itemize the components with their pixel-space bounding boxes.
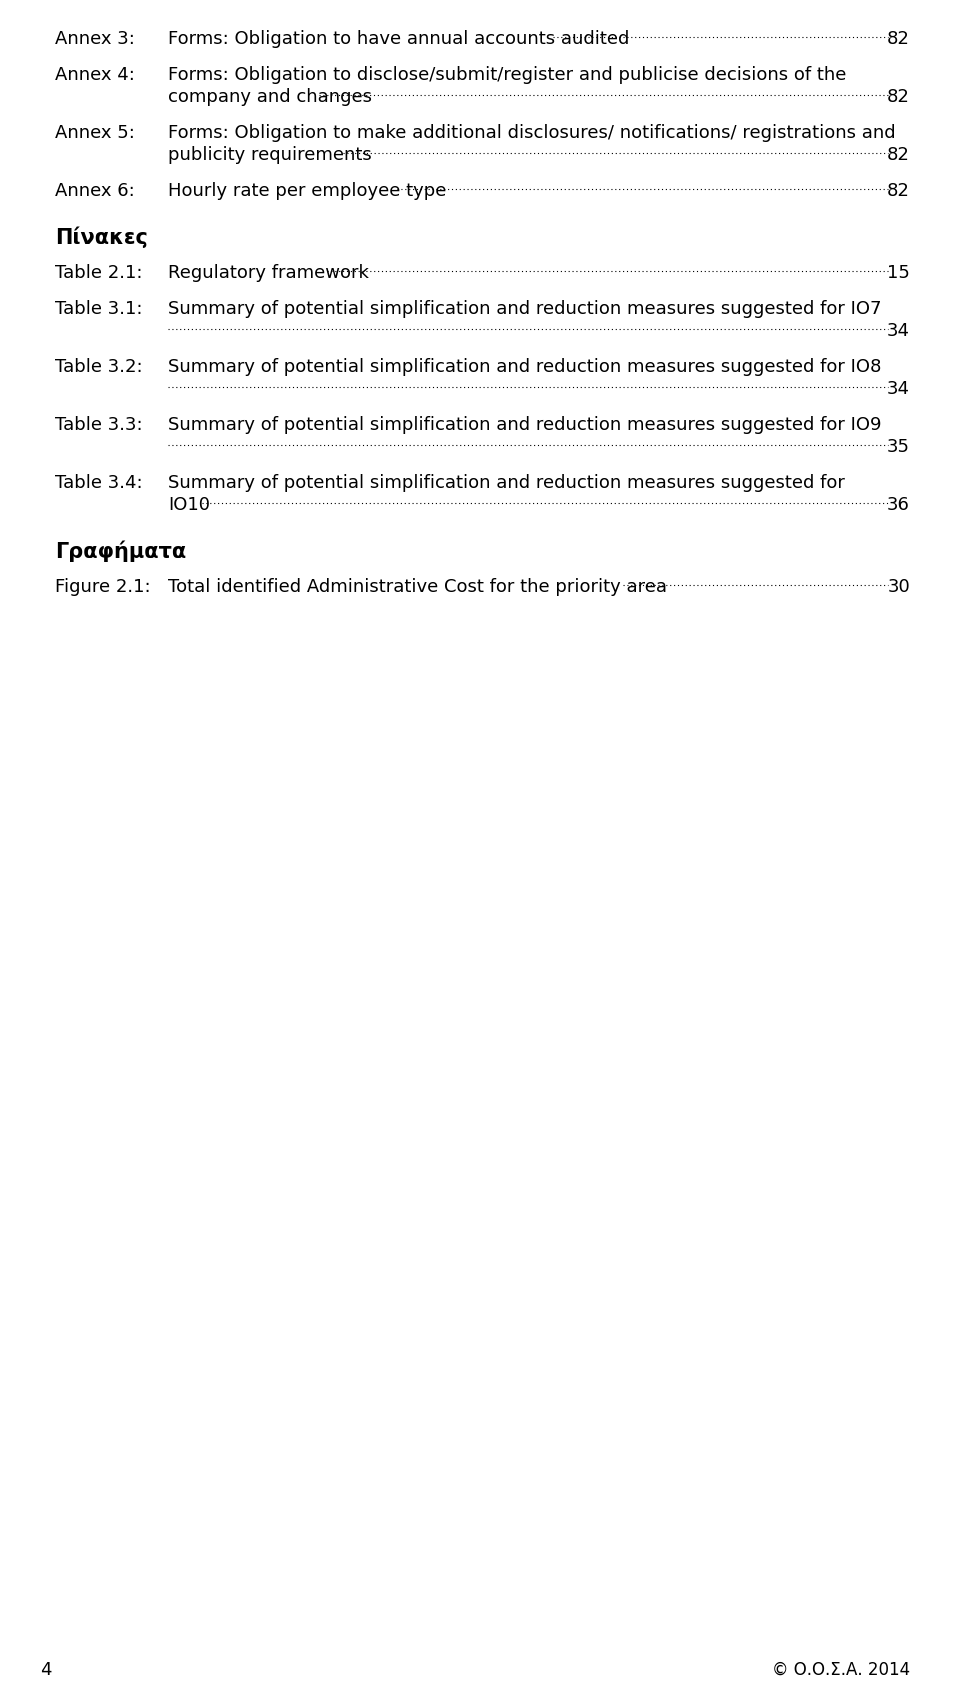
Text: Annex 3:: Annex 3: [55,31,134,48]
Text: 30: 30 [887,578,910,596]
Text: Table 3.2:: Table 3.2: [55,358,143,377]
Text: Table 3.3:: Table 3.3: [55,416,143,435]
Text: 4: 4 [40,1661,52,1678]
Text: © Ο.Ο.Σ.Α. 2014: © Ο.Ο.Σ.Α. 2014 [772,1661,910,1678]
Text: Forms: Obligation to have annual accounts audited: Forms: Obligation to have annual account… [168,31,630,48]
Text: Summary of potential simplification and reduction measures suggested for: Summary of potential simplification and … [168,474,845,492]
Text: Total identified Administrative Cost for the priority area: Total identified Administrative Cost for… [168,578,667,596]
Text: Forms: Obligation to make additional disclosures/ notifications/ registrations a: Forms: Obligation to make additional dis… [168,124,896,141]
Text: Summary of potential simplification and reduction measures suggested for IO8: Summary of potential simplification and … [168,358,881,377]
Text: Table 3.1:: Table 3.1: [55,300,142,319]
Text: Forms: Obligation to disclose/submit/register and publicise decisions of the: Forms: Obligation to disclose/submit/reg… [168,66,847,83]
Text: Annex 5:: Annex 5: [55,124,134,141]
Text: Πίνακες: Πίνακες [55,227,148,249]
Text: Annex 4:: Annex 4: [55,66,134,83]
Text: Figure 2.1:: Figure 2.1: [55,578,151,596]
Text: 82: 82 [887,147,910,164]
Text: 34: 34 [887,380,910,399]
Text: IO10: IO10 [168,496,210,515]
Text: Table 3.4:: Table 3.4: [55,474,143,492]
Text: Summary of potential simplification and reduction measures suggested for IO9: Summary of potential simplification and … [168,416,881,435]
Text: Regulatory framework: Regulatory framework [168,264,369,281]
Text: 35: 35 [887,438,910,457]
Text: 82: 82 [887,31,910,48]
Text: 36: 36 [887,496,910,515]
Text: Hourly rate per employee type: Hourly rate per employee type [168,182,446,199]
Text: Summary of potential simplification and reduction measures suggested for IO7: Summary of potential simplification and … [168,300,881,319]
Text: Table 2.1:: Table 2.1: [55,264,142,281]
Text: Annex 6:: Annex 6: [55,182,134,199]
Text: publicity requirements: publicity requirements [168,147,372,164]
Text: company and changes: company and changes [168,89,372,106]
Text: 82: 82 [887,89,910,106]
Text: 15: 15 [887,264,910,281]
Text: 34: 34 [887,322,910,341]
Text: 82: 82 [887,182,910,199]
Text: Γραφήματα: Γραφήματα [55,540,186,562]
